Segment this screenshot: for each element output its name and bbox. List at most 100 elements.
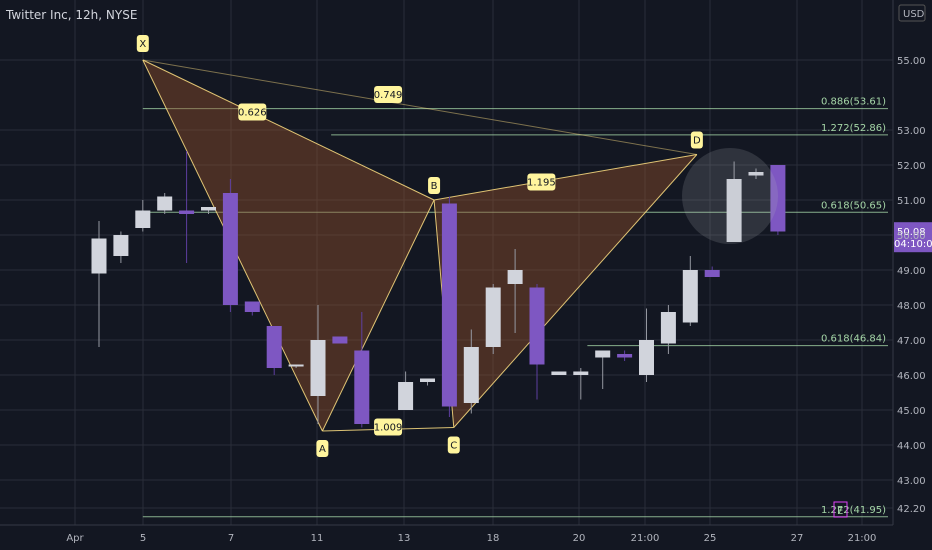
point-label-bg	[428, 177, 441, 194]
candle-body	[507, 270, 523, 284]
fib-label: 1.272(41.95)	[821, 505, 886, 516]
x-tick-label: 18	[487, 533, 500, 544]
y-tick-label: 51.00	[897, 196, 926, 207]
candle-body	[201, 207, 216, 211]
candle-body	[485, 287, 501, 347]
x-tick-label: 13	[398, 533, 411, 544]
y-tick-label: 45.00	[897, 406, 926, 417]
y-tick-label: 42.20	[897, 504, 926, 515]
pattern-line	[453, 154, 698, 428]
e-marker-box	[833, 501, 848, 518]
fib-levels: 0.886(53.61) 1.272(52.86) 0.618(50.65) 0.61…	[142, 97, 888, 518]
y-tick-label: 53.00	[897, 126, 926, 137]
candle-body	[441, 203, 457, 407]
candle-body	[288, 364, 304, 367]
fib-label: 0.886(53.61)	[821, 97, 886, 108]
point-label: A	[319, 444, 326, 455]
candle-body	[222, 193, 238, 305]
candle-body	[91, 238, 107, 274]
candle-body	[573, 371, 589, 375]
currency-label: USD	[903, 9, 925, 20]
y-tick-label: 50.00	[897, 231, 926, 242]
price-badge-timer: 04:10:03	[894, 239, 932, 250]
pattern-line	[433, 154, 697, 201]
y-tick-label: 43.00	[897, 476, 926, 487]
chart-title: Twitter Inc, 12h, NYSE	[5, 8, 137, 22]
point-label: C	[450, 441, 457, 452]
candle-body	[354, 350, 370, 424]
candle-body	[266, 326, 282, 368]
y-tick-label: 55.00	[897, 56, 926, 67]
ratio-label: 1.195	[527, 178, 556, 189]
y-tick-label: 49.00	[897, 266, 926, 277]
x-tick-label: 25	[704, 533, 717, 544]
candle-body	[310, 340, 326, 396]
point-label: D	[693, 136, 701, 147]
pattern-xab	[142, 60, 435, 431]
point-label: X	[139, 39, 146, 50]
pattern-line	[142, 59, 435, 201]
y-tick-label: 48.00	[897, 301, 926, 312]
candle-body	[748, 172, 764, 176]
candle-body	[135, 210, 151, 228]
candle-body	[770, 165, 786, 232]
candle-body	[113, 235, 129, 256]
ratio-label: 0.626	[238, 108, 267, 119]
x-tick-label: Apr	[66, 533, 84, 544]
highlight-circle	[682, 148, 778, 244]
fib-label: 0.618(50.65)	[821, 200, 886, 211]
point-label-bg	[690, 131, 703, 149]
candle-body	[529, 287, 545, 365]
pattern-bcd	[434, 154, 697, 428]
grid	[0, 0, 893, 525]
x-tick-label: 5	[140, 533, 146, 544]
candle-body	[332, 336, 348, 344]
candle-body	[244, 301, 260, 312]
fib-label: 0.618(46.84)	[821, 334, 886, 345]
e-marker: E	[837, 506, 843, 517]
candle-body	[682, 270, 698, 323]
candle-body	[179, 210, 195, 214]
price-badge	[894, 222, 932, 253]
x-tick-label: 7	[228, 533, 234, 544]
y-tick-label: 47.00	[897, 336, 926, 347]
ratio-label: 0.749	[374, 90, 403, 101]
candle-body	[551, 371, 567, 375]
x-tick-label: 21:00	[848, 533, 877, 544]
ratio-label-bg	[374, 418, 403, 436]
candle-body	[617, 354, 633, 358]
fib-label: 1.272(52.86)	[821, 123, 886, 134]
ratio-label-bg	[374, 86, 403, 103]
candle-body	[639, 340, 654, 375]
point-label-bg	[447, 436, 460, 454]
candle-body	[157, 196, 173, 211]
pattern-line	[142, 59, 697, 155]
x-tick-label: 20	[573, 533, 586, 544]
point-label-bg	[316, 440, 329, 457]
ratio-label-bg	[238, 103, 267, 121]
candle-body	[726, 179, 742, 242]
candle-body	[660, 312, 676, 344]
candle-body	[420, 378, 435, 382]
y-tick-label: 44.00	[897, 441, 926, 452]
ratio-label: 1.009	[374, 423, 403, 434]
candle-body	[704, 270, 720, 277]
candle-body	[595, 350, 611, 358]
ratio-label-bg	[527, 173, 556, 191]
candles	[91, 151, 786, 428]
point-label: B	[431, 181, 438, 192]
currency-box[interactable]	[898, 4, 926, 22]
price-badge-value: 50.08	[897, 227, 926, 238]
candle-body	[398, 382, 414, 410]
point-label-bg	[136, 35, 149, 52]
x-tick-label: 11	[311, 533, 324, 544]
y-tick-label: 52.00	[897, 161, 926, 172]
y-tick-label: 46.00	[897, 371, 926, 382]
x-tick-label: 27	[791, 533, 804, 544]
pattern-line	[321, 199, 435, 432]
candle-body	[463, 347, 479, 403]
